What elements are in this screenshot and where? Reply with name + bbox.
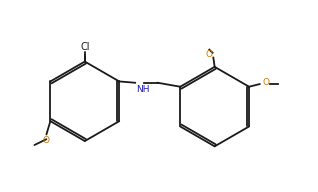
Text: O: O [43,136,50,145]
Text: O: O [263,78,270,87]
Text: Cl: Cl [80,42,90,52]
Text: O: O [205,50,212,60]
Text: NH: NH [136,85,149,94]
